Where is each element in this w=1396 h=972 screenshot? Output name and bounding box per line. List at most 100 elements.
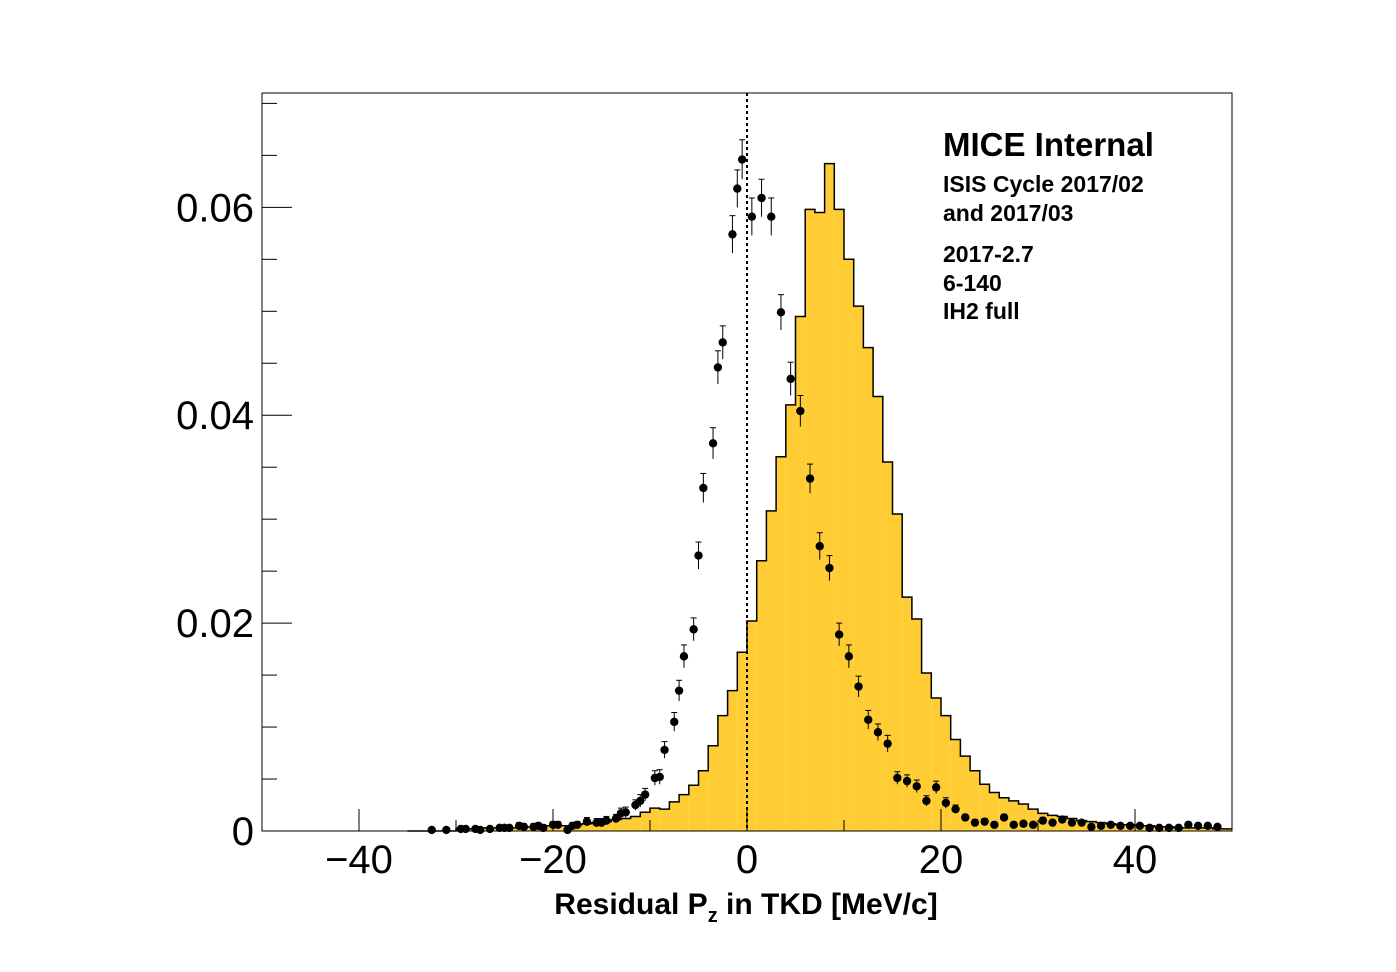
histogram-bar <box>1183 827 1194 831</box>
histogram-bar <box>630 816 641 831</box>
data-point <box>461 824 470 834</box>
point-marker <box>689 625 698 634</box>
point-marker <box>834 630 844 639</box>
data-point <box>689 617 698 641</box>
annotation-emittance: 2017-2.7 <box>943 241 1034 267</box>
data-point <box>873 723 883 741</box>
point-marker <box>699 483 708 493</box>
histogram-bar <box>1018 803 1029 831</box>
point-marker <box>640 790 650 799</box>
point-marker <box>1067 818 1077 827</box>
histogram-bar <box>979 784 990 831</box>
data-point <box>670 712 679 732</box>
histogram-bar <box>1008 800 1019 831</box>
histogram-bar <box>941 715 951 831</box>
data-point <box>786 361 795 396</box>
data-point <box>961 813 970 822</box>
histogram-bar <box>921 673 932 831</box>
y-tick-label: 0.06 <box>176 186 254 230</box>
data-point <box>1184 820 1193 829</box>
point-marker <box>1077 818 1086 827</box>
data-point <box>844 644 854 668</box>
data-point <box>733 169 742 208</box>
data-points <box>427 139 1222 835</box>
histogram-bar <box>688 785 699 831</box>
data-point <box>602 815 611 825</box>
point-marker <box>747 212 757 221</box>
point-marker <box>1203 821 1212 831</box>
data-point <box>815 532 824 560</box>
data-point <box>1164 823 1174 833</box>
histogram-bar <box>931 697 941 831</box>
point-marker <box>427 825 436 835</box>
x-tick-label: 40 <box>1113 838 1158 882</box>
point-marker <box>737 155 747 164</box>
point-marker <box>1193 821 1203 831</box>
histogram-bar <box>766 510 777 831</box>
data-point <box>893 771 902 785</box>
histogram-bar <box>756 560 767 831</box>
data-point <box>1096 821 1106 831</box>
data-point <box>1067 818 1077 827</box>
point-marker <box>660 745 669 755</box>
histogram-bar <box>601 821 612 831</box>
point-marker <box>1135 821 1145 831</box>
point-marker <box>519 822 529 832</box>
point-marker <box>931 783 941 792</box>
point-marker <box>941 798 951 808</box>
data-point <box>747 197 757 236</box>
data-point <box>737 139 747 180</box>
annotation-cycle-continued: and 2017/03 <box>943 200 1073 226</box>
histogram-bar <box>776 456 786 831</box>
histogram-bar <box>611 819 621 831</box>
point-marker <box>1058 815 1067 824</box>
y-tick-label: 0 <box>232 810 254 854</box>
data-point <box>1058 815 1067 824</box>
point-marker <box>902 776 912 786</box>
point-marker <box>1048 818 1057 827</box>
point-marker <box>476 825 485 835</box>
point-marker <box>713 363 723 372</box>
histogram-bar <box>795 316 806 831</box>
x-tick-label: −20 <box>519 838 587 882</box>
point-marker <box>864 715 873 724</box>
data-point <box>655 769 664 785</box>
histogram-bar <box>805 209 815 832</box>
histogram-bar <box>698 770 709 831</box>
data-point <box>1019 819 1028 828</box>
data-point <box>1116 821 1125 831</box>
point-marker <box>573 820 582 829</box>
histogram-bar <box>824 163 835 831</box>
data-point <box>1174 823 1183 833</box>
point-marker <box>961 813 970 822</box>
point-marker <box>854 682 863 691</box>
data-point <box>640 787 650 801</box>
point-marker <box>883 739 892 748</box>
point-marker <box>733 184 742 193</box>
data-point <box>980 817 989 826</box>
histogram-bar <box>708 745 718 831</box>
histogram-bars <box>456 163 1232 832</box>
data-point <box>699 472 708 503</box>
histogram-bar <box>814 212 825 831</box>
histogram-bar <box>620 818 631 831</box>
data-point <box>694 541 703 570</box>
data-point <box>1009 820 1018 829</box>
point-marker <box>1028 820 1038 829</box>
x-tick-label: 0 <box>736 838 758 882</box>
data-point <box>728 215 737 254</box>
histogram-outline <box>407 162 1232 832</box>
point-marker <box>539 823 548 833</box>
point-marker <box>708 439 718 448</box>
data-point <box>1135 821 1145 831</box>
data-point <box>442 825 451 835</box>
data-point <box>485 824 495 834</box>
point-marker <box>767 212 776 221</box>
point-marker <box>796 406 805 416</box>
histogram-bar <box>863 347 874 831</box>
data-point <box>621 806 630 818</box>
data-point <box>1077 818 1086 827</box>
data-point <box>990 820 999 829</box>
point-marker <box>670 717 679 727</box>
point-marker <box>815 541 824 551</box>
